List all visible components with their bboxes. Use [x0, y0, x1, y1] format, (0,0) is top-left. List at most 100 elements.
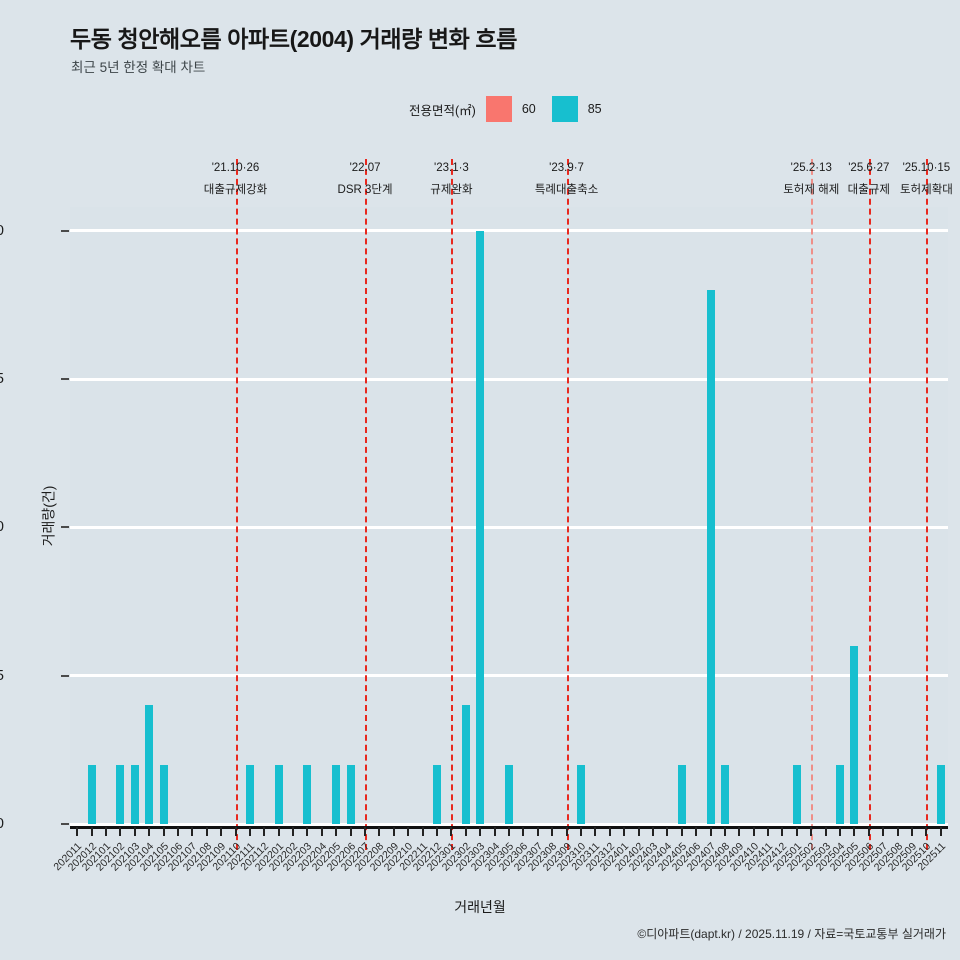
y-tick-mark [61, 823, 69, 825]
x-tick-mark [205, 827, 208, 836]
bar[interactable] [245, 764, 254, 824]
event-text: 특례대출축소 [534, 183, 599, 196]
event-date: '23.9·7 [549, 162, 584, 174]
x-tick-mark [148, 827, 151, 836]
event-text: 토허제 해제 [783, 183, 840, 196]
bar[interactable] [576, 764, 585, 824]
x-tick-mark [896, 827, 899, 836]
bar[interactable] [159, 764, 168, 824]
bar[interactable] [433, 764, 442, 824]
x-tick-mark [364, 827, 367, 836]
y-tick-mark [61, 674, 69, 677]
bar[interactable] [461, 705, 470, 824]
event-date: '25.2·13 [790, 162, 832, 174]
event-date: '21.10·26 [211, 162, 260, 174]
event-date: '23.1·3 [434, 162, 469, 174]
legend-title: 전용면적(㎡) [409, 103, 476, 118]
x-tick-mark [104, 827, 107, 836]
gridline [70, 229, 948, 233]
x-tick-mark [220, 827, 223, 836]
x-tick-mark [911, 827, 914, 836]
event-text: 대출규제 [847, 183, 890, 196]
x-tick-mark [781, 827, 784, 836]
x-tick-mark [824, 827, 827, 836]
gridline [70, 377, 948, 381]
x-tick-mark [450, 827, 453, 836]
bar[interactable] [936, 764, 945, 824]
x-tick-mark [651, 827, 654, 836]
x-tick-mark [335, 827, 338, 836]
event-text: DSR 3단계 [337, 183, 393, 196]
x-tick-mark [594, 827, 597, 836]
bar[interactable] [720, 764, 729, 824]
y-tick-label: 10.0 [0, 223, 4, 239]
x-tick-mark [263, 827, 266, 836]
bar[interactable] [332, 764, 341, 824]
legend-label-60: 60 [521, 102, 536, 116]
x-tick-mark [666, 827, 669, 836]
x-tick-mark [421, 827, 424, 836]
gridline [70, 674, 948, 678]
event-date: '25.10·15 [902, 162, 951, 174]
x-tick-mark [392, 827, 395, 836]
x-tick-mark [752, 827, 755, 836]
bar[interactable] [116, 764, 125, 824]
page-title: 두동 청안해오름 아파트(2004) 거래량 변화 흐름 [70, 26, 517, 52]
x-tick-mark [191, 827, 194, 836]
event-marker-line [868, 159, 871, 850]
x-tick-mark [623, 827, 626, 836]
x-tick-mark [767, 827, 770, 836]
bar[interactable] [346, 764, 355, 824]
legend: 전용면적(㎡) 60 85 [409, 96, 618, 122]
event-text: 토허제확대 [899, 183, 953, 196]
x-axis-label: 거래년월 [454, 899, 506, 915]
x-tick-mark [551, 827, 554, 836]
bar[interactable] [706, 290, 715, 824]
x-tick-mark [579, 827, 582, 836]
x-tick-mark [248, 827, 251, 836]
bar[interactable] [130, 764, 139, 824]
bar[interactable] [87, 764, 96, 824]
bar[interactable] [792, 764, 801, 824]
bar[interactable] [145, 705, 154, 824]
bar[interactable] [850, 646, 859, 824]
x-tick-mark [493, 827, 496, 836]
legend-swatch-85 [551, 96, 578, 122]
event-annotation: '23.1·3 규제완화 [430, 158, 472, 202]
x-tick-mark [637, 827, 640, 836]
bar[interactable] [274, 764, 283, 824]
x-tick-mark [479, 827, 482, 836]
x-tick-mark [407, 827, 410, 836]
x-tick-mark [867, 827, 870, 836]
bar[interactable] [303, 764, 312, 824]
x-tick-mark [795, 827, 798, 836]
x-tick-mark [695, 827, 698, 836]
event-annotation: '23.9·7 특례대출축소 [535, 158, 598, 202]
x-tick-mark [939, 827, 942, 836]
bar[interactable] [836, 764, 845, 824]
bar[interactable] [476, 230, 485, 824]
event-marker-line [811, 159, 814, 850]
event-annotation: '25.10·15 토허제확대 [900, 158, 953, 202]
x-tick-mark [349, 827, 352, 836]
y-tick-mark [61, 378, 69, 381]
event-annotation: '22.07 DSR 3단계 [338, 158, 393, 202]
y-tick-mark [61, 526, 69, 529]
x-tick-mark [738, 827, 741, 836]
x-tick-mark [508, 827, 510, 836]
y-tick-label: 5.0 [0, 519, 4, 535]
x-tick-mark [709, 827, 712, 836]
x-tick-mark [133, 827, 136, 836]
footer-credit: ©디아파트(dapt.kr) / 2025.11.19 / 자료=국토교통부 실… [637, 927, 946, 941]
bar[interactable] [505, 764, 513, 824]
bar[interactable] [677, 764, 686, 824]
legend-swatch-60 [485, 96, 512, 122]
x-tick-mark [234, 827, 237, 836]
x-tick-mark [119, 827, 122, 836]
x-tick-mark [464, 827, 467, 836]
event-annotation: '21.10·26 대출규제강화 [204, 158, 267, 202]
x-tick-mark [292, 827, 295, 836]
gridline [70, 525, 948, 529]
y-tick-label: 2.5 [0, 668, 4, 684]
